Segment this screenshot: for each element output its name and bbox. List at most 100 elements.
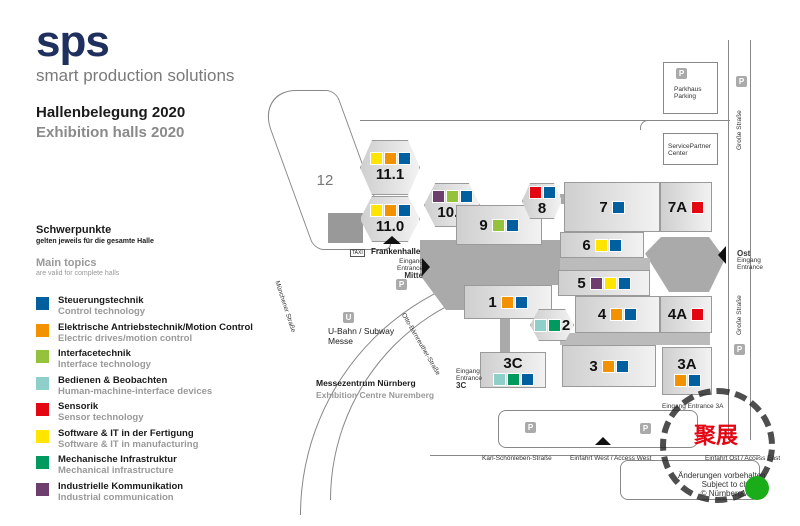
qr-watermark xyxy=(660,388,775,503)
entrance-arrow-icon xyxy=(383,236,401,244)
street-label: Münchener Straße xyxy=(273,280,297,334)
legend-item: Elektrische Antriebstechnik/Motion Contr… xyxy=(36,321,253,350)
entrance-arrow-icon xyxy=(422,258,430,276)
color-swatch xyxy=(36,376,49,390)
label: 3C xyxy=(456,381,467,390)
legend-label-en: Human-machine-interface devices xyxy=(58,385,213,397)
legend-label-en: Software & IT in manufacturing xyxy=(58,438,199,450)
legend-label-de: Elektrische Antriebstechnik/Motion Contr… xyxy=(58,321,253,333)
hall-number: 6 xyxy=(582,236,591,254)
hall-number: 3A xyxy=(677,355,697,373)
topic-swatch xyxy=(533,318,547,332)
hall-5[interactable]: 5 xyxy=(558,270,650,296)
hall-11-1[interactable]: 11.1 xyxy=(360,140,420,195)
parking-icon: P xyxy=(676,68,687,79)
topic-swatch xyxy=(673,373,687,387)
legend-label-en: Interface technology xyxy=(58,359,151,370)
page-subtitle: Exhibition halls 2020 xyxy=(36,124,185,141)
hall-connector xyxy=(328,213,363,243)
hall-topics xyxy=(691,308,705,321)
label: Mitte xyxy=(404,271,424,280)
legend-label-de: Software & IT in der Fertigung xyxy=(58,427,194,439)
hall-8[interactable]: 8 xyxy=(522,183,562,219)
topic-swatch xyxy=(594,238,608,252)
color-swatch xyxy=(36,323,49,337)
hall-number: 5 xyxy=(577,274,586,292)
hall-11-0[interactable]: 11.0 xyxy=(360,196,420,242)
hall-3A[interactable]: 3A xyxy=(662,347,712,395)
parkhaus-label: Parkhaus Parking xyxy=(674,86,701,100)
label: Parking xyxy=(674,93,697,100)
legend-label-en: Mechanical infrastructure xyxy=(58,465,174,476)
topic-swatch xyxy=(691,308,705,321)
subway-icon: U xyxy=(343,312,354,323)
legend-label-de: Sensorik xyxy=(58,401,99,412)
topic-swatch xyxy=(506,372,520,386)
label: Entrance xyxy=(737,264,764,271)
parking-icon: P xyxy=(640,423,651,434)
label: Eingang xyxy=(737,257,761,264)
hall-12[interactable]: 12 xyxy=(300,160,350,200)
road-outline xyxy=(750,40,752,440)
legend-label-de: Industrielle Kommunikation xyxy=(58,480,184,492)
hall-connector xyxy=(500,318,510,354)
hall-3C[interactable]: 3C xyxy=(480,352,546,388)
hall-9[interactable]: 9 xyxy=(456,205,542,245)
label: ServicePartner xyxy=(668,143,711,150)
taxi-icon: TAXI xyxy=(350,249,365,257)
hall-topics xyxy=(589,276,631,290)
color-swatch xyxy=(36,297,49,310)
entrance-arrow-icon xyxy=(718,246,726,264)
hall-3[interactable]: 3 xyxy=(562,345,656,387)
service-center-building xyxy=(663,133,718,165)
topic-legend: Steuerungstechnik Control technology Elekt… xyxy=(36,296,253,508)
legend-title-en: Main topics xyxy=(36,257,97,269)
color-swatch xyxy=(36,429,49,443)
legend-label-en: Sensor technology xyxy=(58,412,144,423)
label: Messe xyxy=(328,336,354,346)
legend-label-de: Bedienen & Beobachten xyxy=(58,374,168,386)
hall-7[interactable]: 7 xyxy=(564,182,660,232)
legend-label-en: Control technology xyxy=(58,306,146,317)
hall-topics xyxy=(610,308,638,321)
hall-2[interactable]: 2 xyxy=(530,309,574,341)
hall-4[interactable]: 4 xyxy=(575,296,660,333)
hall-6[interactable]: 6 xyxy=(560,232,644,258)
hall-number: 3 xyxy=(589,357,598,375)
hall-number: 2 xyxy=(561,316,571,334)
parking-icon: P xyxy=(736,76,747,87)
topic-swatch xyxy=(492,372,506,386)
label: Center xyxy=(668,150,688,157)
hall-connector xyxy=(560,333,710,345)
entrance-3c: Eingang Entrance 3C xyxy=(456,368,483,390)
topic-swatch xyxy=(528,185,542,199)
road-outline xyxy=(360,120,720,122)
hall-number: 11.0 xyxy=(375,217,405,235)
hall-4A[interactable]: 4A xyxy=(660,296,712,333)
entrance-mitte: Eingang Entrance Mitte xyxy=(397,258,424,280)
color-swatch xyxy=(36,403,49,416)
topic-swatch xyxy=(383,203,397,217)
label: Entrance xyxy=(456,375,483,382)
legend-subtitle-de: gelten jeweils für die gesamte Halle xyxy=(36,238,154,245)
parkhaus-building xyxy=(663,62,718,114)
legend-label-en: Electric drives/motion control xyxy=(58,332,193,344)
hall-number: 9 xyxy=(479,216,488,234)
hall-topics xyxy=(601,359,629,373)
hall-7A[interactable]: 7A xyxy=(660,182,712,232)
topic-swatch xyxy=(610,308,624,321)
legend-title-de: Schwerpunkte xyxy=(36,224,112,236)
topic-swatch xyxy=(491,218,505,232)
topic-swatch xyxy=(624,308,638,321)
label: Parkhaus xyxy=(674,86,702,93)
sps-logo: sps xyxy=(36,17,110,66)
topic-swatch xyxy=(397,203,411,217)
topic-swatch xyxy=(520,372,534,386)
centre-name-en: Exhibition Centre Nuremberg xyxy=(316,390,435,400)
hall-number: 7A xyxy=(667,198,688,216)
topic-swatch xyxy=(615,359,629,373)
frankenhalle-label: Frankenhalle xyxy=(371,247,421,256)
legend-label-de: Steuerungstechnik xyxy=(58,295,144,306)
topic-swatch xyxy=(542,185,556,199)
hall-connector xyxy=(560,258,650,270)
